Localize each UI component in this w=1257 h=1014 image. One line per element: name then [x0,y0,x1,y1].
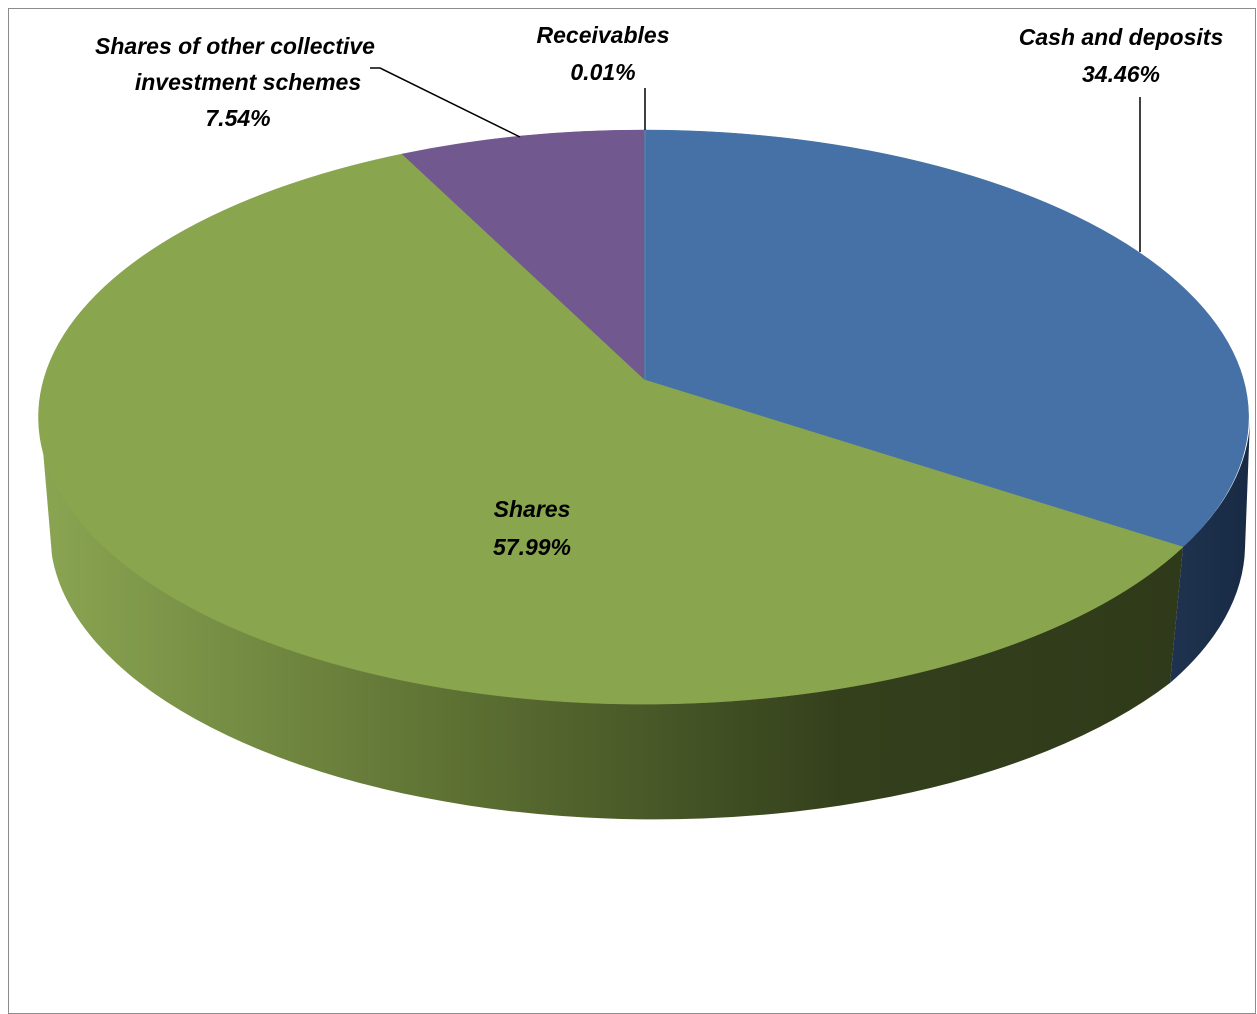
label-other-schemes-line2: investment schemes [135,69,361,95]
label-other-schemes-line1: Shares of other collective [95,33,375,59]
pie-slice-shares [38,153,1184,705]
label-other-schemes-value: 7.54% [205,105,270,131]
pie-side-shares [39,415,1184,820]
label-receivables-value: 0.01% [570,59,635,85]
pie-slice-other-collective-schemes [401,129,646,381]
label-cash-value: 34.46% [1082,61,1160,87]
label-shares-value: 57.99% [493,534,571,560]
label-cash-name: Cash and deposits [1019,24,1223,50]
label-shares-name: Shares [494,496,571,522]
label-receivables-name: Receivables [537,22,670,48]
pie-slice-cash-and-deposits [644,129,1249,548]
pie-side-cash [1170,420,1250,683]
leader-line-other-schemes [370,67,521,138]
